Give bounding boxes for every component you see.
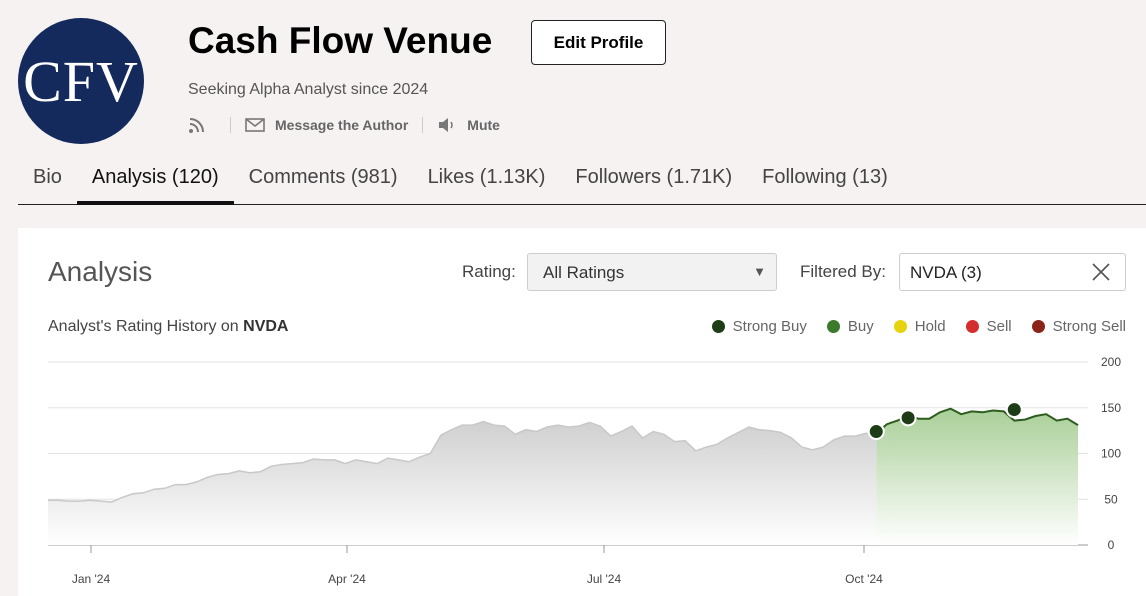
tab-bio[interactable]: Bio [33, 166, 62, 188]
message-author-link[interactable]: Message the Author [245, 117, 408, 133]
divider [422, 117, 424, 133]
x-tick-label: Apr '24 [328, 572, 366, 586]
y-tick-label: 100 [1101, 447, 1121, 461]
legend-label: Sell [986, 318, 1012, 335]
tab-following[interactable]: Following (13) [762, 166, 888, 188]
area-coverage [876, 408, 1078, 545]
chart-areas [48, 407, 1079, 545]
line-before-coverage [48, 420, 877, 503]
legend-label: Strong Buy [732, 318, 807, 335]
divider [230, 117, 231, 133]
filter-value: NVDA (3) [910, 263, 982, 282]
legend-sell[interactable]: Sell [965, 318, 1012, 335]
y-tick-label: 200 [1101, 355, 1121, 369]
analyst-since: Seeking Alpha Analyst since 2024 [188, 81, 429, 98]
speaker-icon [437, 117, 457, 133]
rss-icon [188, 116, 206, 134]
chart-heading-prefix: Analyst's Rating History on [48, 318, 244, 335]
legend-label: Buy [847, 318, 874, 335]
tab-likes[interactable]: Likes (1.13K) [427, 166, 546, 188]
legend-label: Hold [914, 318, 946, 335]
y-tick-label: 0 [1108, 538, 1115, 552]
y-tick-label: 50 [1104, 492, 1118, 506]
envelope-icon [245, 117, 265, 133]
legend-dot [1031, 320, 1045, 333]
analysis-card: Analysis Rating: All Ratings ▼ Filtered … [18, 228, 1146, 596]
legend-dot [893, 320, 907, 333]
analysis-title: Analysis [48, 256, 153, 287]
x-tick-label: Jan '24 [72, 572, 111, 586]
author-name: Cash Flow Venue [188, 20, 493, 61]
close-icon[interactable] [1091, 262, 1111, 282]
legend-buy[interactable]: Buy [826, 318, 874, 335]
mute-link[interactable]: Mute [437, 117, 500, 133]
chart-heading-ticker: NVDA [243, 318, 289, 335]
profile-tabs: Bio Analysis (120) Comments (981) Likes … [18, 154, 1146, 205]
y-axis-labels: 0 50 100 150 200 [1101, 355, 1121, 552]
mute-label: Mute [467, 117, 500, 133]
edit-profile-button[interactable]: Edit Profile [531, 20, 666, 65]
rating-label: Rating: [462, 262, 516, 281]
y-tick-label: 150 [1101, 401, 1121, 415]
rating-select[interactable]: All Ratings ▼ [527, 253, 777, 291]
legend-dot [826, 320, 840, 333]
legend-label: Strong Sell [1052, 318, 1126, 335]
legend-strong-sell[interactable]: Strong Sell [1031, 318, 1126, 335]
tab-analysis[interactable]: Analysis (120) [76, 154, 234, 205]
rating-point-strong-buy[interactable] [1005, 401, 1023, 419]
filter-input[interactable]: NVDA (3) [899, 253, 1126, 291]
author-avatar: CFV [18, 18, 144, 144]
rating-point-strong-buy[interactable] [899, 409, 917, 427]
area-before-coverage [48, 421, 877, 545]
chart-heading: Analyst's Rating History on NVDA [48, 318, 288, 336]
x-tick-label: Oct '24 [845, 572, 883, 586]
x-axis: Jan '24 Apr '24 Jul '24 Oct '24 [72, 545, 883, 586]
rating-select-value: All Ratings [543, 263, 625, 282]
x-tick-label: Jul '24 [587, 572, 622, 586]
tab-comments[interactable]: Comments (981) [248, 166, 398, 188]
chart-legend: Strong Buy Buy Hold Sell Strong Sell [692, 318, 1126, 335]
caret-down-icon: ▼ [753, 264, 766, 279]
rating-history-chart: 0 50 100 150 200 Jan '24 Apr '24 Jul '24 Oct '2… [48, 355, 1121, 586]
author-actions: Message the Author Mute [188, 116, 500, 134]
legend-dot [711, 320, 725, 333]
legend-hold[interactable]: Hold [893, 318, 946, 335]
rating-points [867, 401, 1023, 441]
rating-point-strong-buy[interactable] [867, 423, 885, 441]
rss-link[interactable] [188, 116, 216, 134]
legend-dot [965, 320, 979, 333]
legend-strong-buy[interactable]: Strong Buy [711, 318, 807, 335]
filter-label: Filtered By: [800, 262, 886, 281]
message-author-label: Message the Author [275, 117, 409, 133]
tab-followers[interactable]: Followers (1.71K) [575, 166, 733, 188]
